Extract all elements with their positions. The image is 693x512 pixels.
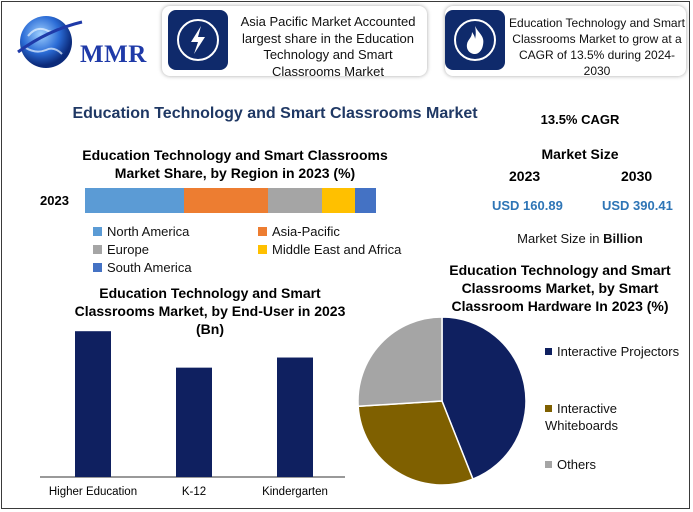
legend-label: Interactive Whiteboards	[545, 401, 618, 433]
legend-item-asia-pacific: Asia-Pacific	[258, 224, 340, 239]
market-size-label: Market Size	[541, 146, 619, 162]
legend-swatch	[545, 405, 552, 413]
legend-item-south-america: South America	[93, 260, 192, 275]
market-value-2030: USD 390.41	[602, 198, 673, 213]
market-value-2023: USD 160.89	[492, 198, 563, 213]
hardware-chart-title: Education Technology and Smart Classroom…	[449, 262, 671, 314]
cagr-label: 13.5% CAGR	[540, 112, 620, 127]
lightning-bolt-icon	[168, 10, 228, 70]
brand-name: MMR	[80, 41, 147, 68]
x-tick-label-kindergarten: Kindergarten	[262, 486, 328, 498]
pie-slice-interactive-whiteboards	[357, 400, 474, 486]
card-text: Education Technology and Smart Classroom…	[509, 16, 685, 78]
region-chart-title: Education Technology and Smart Classroom…	[82, 147, 388, 181]
legend-label: North America	[107, 224, 190, 239]
x-tick-label-k-12: K-12	[181, 486, 207, 498]
year-2030-label: 2030	[621, 168, 653, 184]
legend-swatch	[545, 461, 552, 469]
legend-swatch	[93, 227, 102, 237]
region-bar-segment-north-america	[85, 188, 184, 213]
year-2023-label: 2023	[509, 168, 541, 184]
legend-item-europe: Europe	[93, 242, 149, 257]
legend-swatch	[93, 245, 102, 255]
legend-label: Middle East and Africa	[272, 242, 402, 257]
bar-k-12	[176, 367, 212, 477]
legend-label: Asia-Pacific	[272, 224, 340, 239]
pie-legend-item-others: Others	[545, 456, 685, 473]
region-bar-segment-middle-east-and-africa	[322, 188, 355, 213]
region-bar-segment-europe	[268, 188, 322, 213]
end-user-chart-title: Education Technology and Smart Classroom…	[74, 285, 346, 337]
pie-slice-others	[357, 316, 443, 408]
pie-legend-item-interactive-whiteboards: Interactive Whiteboards	[545, 400, 645, 434]
card-text: Asia Pacific Market Accounted largest sh…	[240, 14, 416, 79]
unit-bold: Billion	[603, 231, 643, 246]
legend-swatch	[545, 348, 552, 356]
unit-prefix: Market Size in	[517, 231, 604, 246]
legend-label: Interactive Projectors	[557, 344, 680, 359]
legend-swatch	[258, 227, 267, 237]
legend-item-north-america: North America	[93, 224, 189, 239]
region-bar-category-label: 2023	[40, 193, 69, 208]
legend-label: Europe	[107, 242, 149, 257]
legend-label: Others	[557, 457, 597, 472]
info-card-asia-pacific: Asia Pacific Market Accounted largest sh…	[162, 6, 427, 79]
flame-icon	[445, 10, 505, 70]
legend-item-middle-east-and-africa: Middle East and Africa	[258, 242, 401, 257]
page-title: Education Technology and Smart Classroom…	[72, 105, 478, 122]
pie-slice-interactive-projectors	[441, 316, 527, 481]
region-bar-segment-south-america	[355, 188, 376, 213]
legend-swatch	[258, 245, 267, 255]
x-tick-label-higher-education: Higher Education	[48, 486, 138, 498]
brand-logo: MMR	[10, 8, 150, 78]
bar-higher-education	[75, 331, 111, 477]
legend-label: South America	[107, 260, 192, 275]
legend-swatch	[93, 263, 102, 273]
region-bar-segment-asia-pacific	[184, 188, 268, 213]
info-card-cagr: Education Technology and Smart Classroom…	[445, 6, 686, 78]
bar-kindergarten	[277, 357, 313, 477]
pie-legend-item-interactive-projectors: Interactive Projectors	[545, 343, 685, 360]
market-size-unit: Market Size in Billion	[500, 231, 660, 246]
globe-icon	[17, 16, 83, 68]
